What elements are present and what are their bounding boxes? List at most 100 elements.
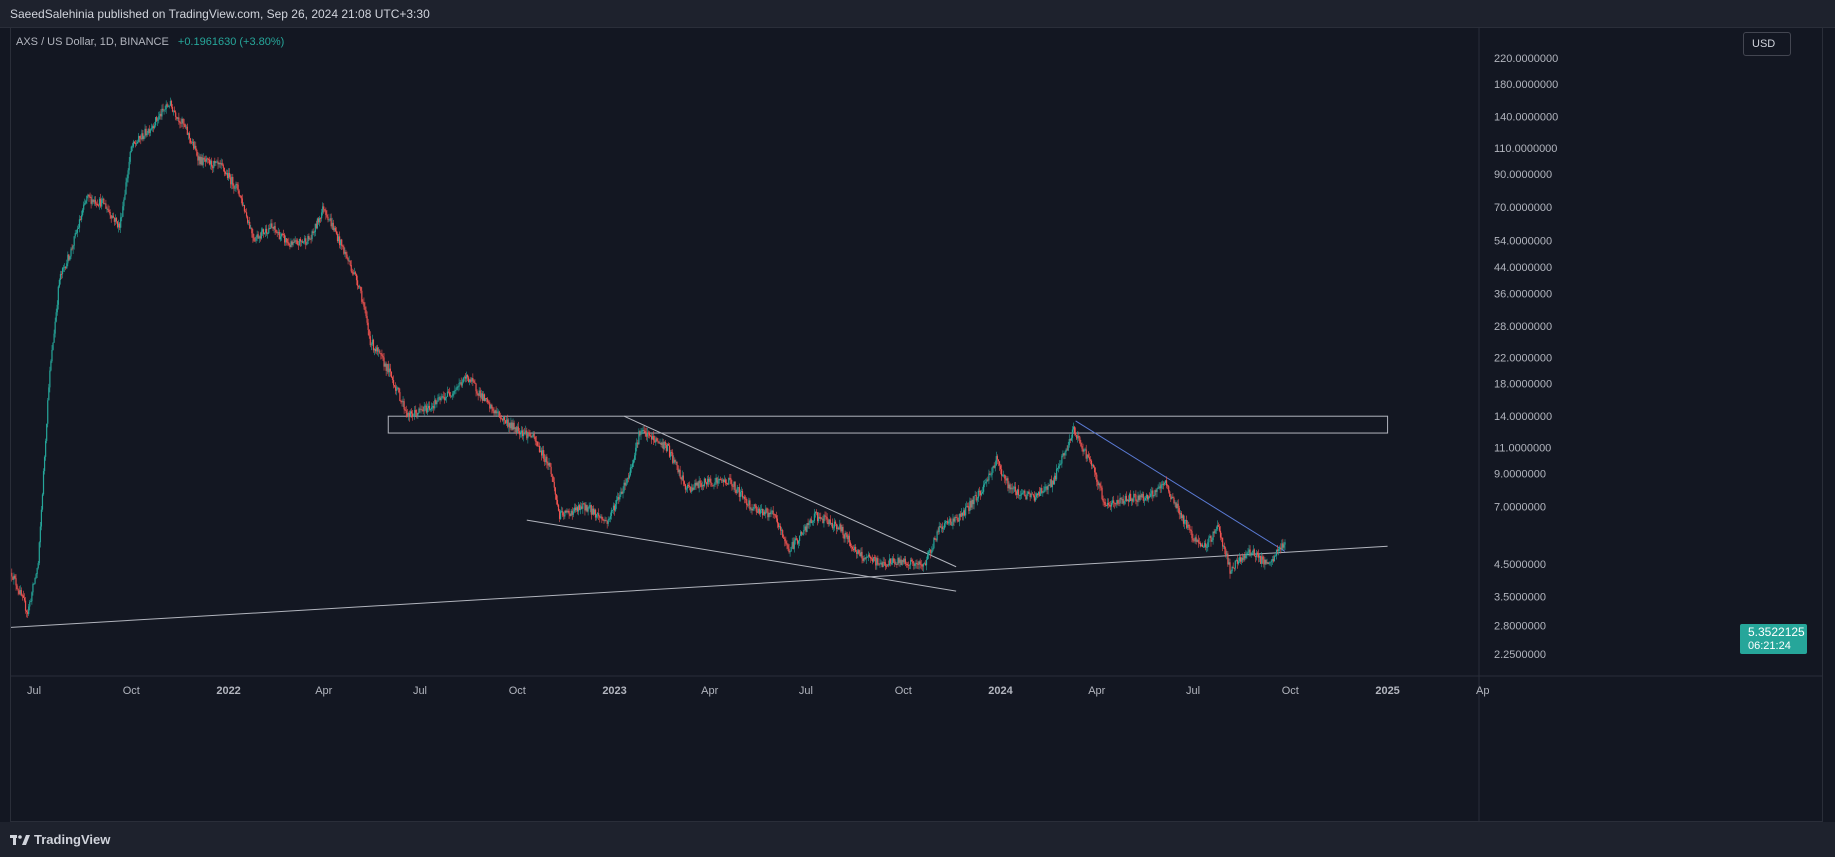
candle-body <box>1126 499 1129 502</box>
candle-body <box>1004 474 1006 479</box>
candle-body <box>212 166 214 169</box>
candle-body <box>278 232 280 240</box>
price-chart[interactable]: 220.0000000 180.0000000 140.0000000 110.000… <box>11 28 1822 821</box>
candle-body <box>1252 549 1254 553</box>
candle-body <box>248 221 250 223</box>
candle-body <box>553 482 555 488</box>
candle-body <box>1068 439 1070 446</box>
candle-body <box>509 423 511 429</box>
candle-body <box>857 550 859 555</box>
candle-body <box>1267 562 1269 564</box>
candle-body <box>1095 472 1097 475</box>
candle-body <box>480 393 482 398</box>
candle-body <box>12 576 14 580</box>
candle-body <box>498 411 500 418</box>
candle-body <box>117 223 120 228</box>
candle-body <box>766 508 768 510</box>
publisher-bar: SaeedSalehinia published on TradingView.… <box>0 0 1835 28</box>
candle-body <box>1042 492 1044 494</box>
candle-body <box>121 216 123 218</box>
candle-body <box>190 142 193 144</box>
candle-body <box>951 525 953 526</box>
candle-body <box>187 133 189 135</box>
candle-body <box>422 409 424 412</box>
candle-body <box>898 557 900 563</box>
candle-body <box>1249 549 1251 556</box>
x-tick-label: Jul <box>1186 685 1200 697</box>
candle-body <box>764 511 766 515</box>
candle-body <box>1238 557 1241 562</box>
candle-body <box>432 406 434 408</box>
candle-body <box>792 542 794 549</box>
candle-body <box>567 510 569 512</box>
candle-body <box>859 552 861 557</box>
candle-body <box>167 106 169 108</box>
candle-body <box>189 138 192 143</box>
candle-body <box>200 157 202 165</box>
candle-body <box>1178 508 1180 515</box>
candle-body <box>254 240 256 242</box>
candle-body <box>168 105 170 107</box>
candle-body <box>125 182 127 195</box>
chart-area[interactable]: 220.0000000 180.0000000 140.0000000 110.000… <box>10 27 1823 822</box>
candle-body <box>204 159 206 162</box>
candle-body <box>844 533 846 539</box>
candle-body <box>778 526 781 528</box>
candle-body <box>899 559 901 563</box>
y-tick-label: 140.0000000 <box>1494 112 1558 124</box>
candle-body <box>563 515 565 517</box>
candle-body <box>35 574 37 578</box>
candle-body <box>381 354 383 357</box>
currency-button[interactable]: USD <box>1743 32 1791 56</box>
candle-body <box>1157 487 1159 490</box>
candle-body <box>908 564 911 566</box>
candle-body <box>742 496 745 498</box>
candle-body <box>523 432 525 437</box>
candle-body <box>963 510 966 516</box>
candle-body <box>1275 549 1278 556</box>
candle-body <box>129 151 131 162</box>
candle-body <box>1092 464 1095 468</box>
tradingview-logo[interactable]: TradingView <box>10 832 110 847</box>
candle-body <box>443 397 445 401</box>
candle-body <box>960 512 963 517</box>
candle-body <box>988 473 990 481</box>
candle-body <box>481 393 483 401</box>
candle-body <box>176 116 178 119</box>
candle-body <box>454 390 456 392</box>
candle-body <box>451 395 453 397</box>
candle-body <box>869 556 872 559</box>
candle-body <box>1200 544 1203 547</box>
candle-body <box>314 223 316 233</box>
candle-body <box>305 238 307 245</box>
candle-body <box>1086 454 1088 459</box>
candle-body <box>13 575 15 580</box>
candle-body <box>575 507 578 511</box>
candle-body <box>584 503 586 511</box>
candle-body <box>1022 492 1024 494</box>
candle-body <box>834 521 837 524</box>
candle-body <box>374 349 377 352</box>
candle-body <box>663 441 665 449</box>
candle-body <box>401 401 403 403</box>
candle-body <box>166 104 168 107</box>
candle-body <box>1180 512 1182 519</box>
candle-body <box>513 422 515 430</box>
candle-body <box>698 480 700 488</box>
y-tick-label: 110.0000000 <box>1494 143 1557 155</box>
candle-body <box>923 563 925 565</box>
candle-body <box>933 537 935 549</box>
candle-body <box>973 495 975 505</box>
candle-body <box>934 537 936 540</box>
candle-body <box>879 563 881 565</box>
candle-body <box>719 478 721 480</box>
candle-body <box>1163 482 1166 485</box>
candle-body <box>140 138 142 140</box>
candle-body <box>1114 502 1116 504</box>
candle-body <box>1057 468 1059 469</box>
candle-body <box>1181 515 1184 519</box>
candle-body <box>250 227 252 229</box>
candle-body <box>784 538 786 542</box>
candle-body <box>506 419 508 424</box>
candle-body <box>922 563 924 567</box>
